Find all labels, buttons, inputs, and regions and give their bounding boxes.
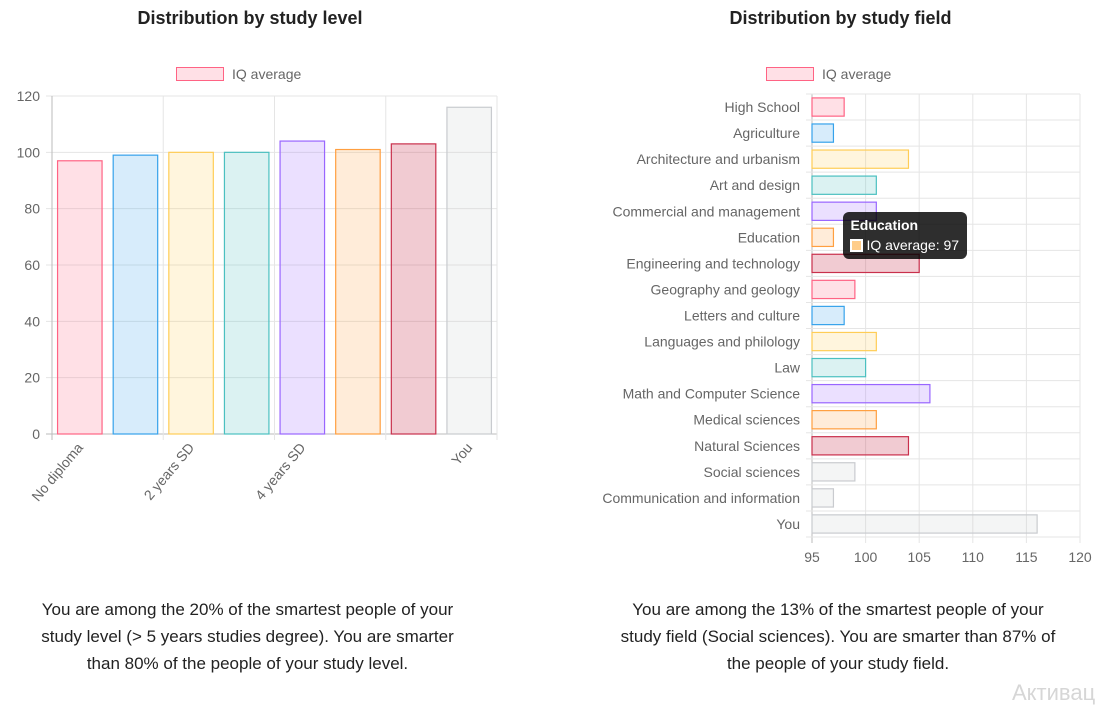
x-tick-label: 2 years SD — [141, 440, 198, 503]
bar — [279, 140, 326, 435]
study-level-chart[interactable]: 0 20 40 60 80 100 120 No diploma 2 years SD 4 yea… — [0, 0, 500, 560]
y-tick-label: Law — [774, 360, 801, 376]
y-tick-label: 120 — [17, 88, 41, 104]
bar — [112, 154, 159, 435]
y-tick-label: Math and Computer Science — [623, 386, 801, 402]
x-tick-label: No diploma — [28, 439, 86, 504]
x-tick-label: 110 — [962, 549, 985, 565]
y-tick-label: Agriculture — [733, 125, 800, 141]
bar — [811, 514, 1038, 534]
y-tick-label: Languages and philology — [644, 334, 800, 350]
bar — [811, 123, 835, 143]
bar — [811, 462, 856, 482]
x-tick-label: 105 — [908, 549, 932, 565]
x-tick-label: You — [448, 440, 475, 468]
y-tick-label: You — [776, 516, 800, 532]
y-tick-label: Medical sciences — [693, 412, 800, 428]
bar — [390, 143, 437, 435]
bar — [335, 148, 381, 435]
bar — [811, 305, 845, 326]
y-tick-label: 80 — [24, 201, 40, 217]
y-tick-label: Social sciences — [704, 464, 801, 480]
study-field-summary: You are among the 13% of the smartest pe… — [620, 600, 1056, 673]
study-field-chart[interactable]: 95 100 105 110 115 120 High School Agriculture A… — [580, 0, 1101, 580]
bar — [811, 436, 910, 456]
legend-label: IQ average — [232, 66, 302, 82]
y-tick-label: Architecture and urbanism — [637, 151, 800, 167]
y-tick-label: Art and design — [710, 177, 800, 193]
y-tick-label: 100 — [17, 144, 41, 160]
y-tick-label: High School — [725, 99, 801, 115]
study-level-legend[interactable]: IQ average — [176, 66, 301, 82]
legend-swatch — [766, 67, 814, 81]
bar — [168, 151, 214, 435]
study-field-legend[interactable]: IQ average — [766, 66, 891, 82]
watermark-text: Активац — [1012, 680, 1096, 705]
bar — [446, 106, 493, 435]
study-field-chart-title: Distribution by study field — [729, 8, 952, 28]
y-tick-label: Engineering and technology — [626, 255, 800, 271]
legend-swatch — [176, 67, 224, 81]
y-tick-label: Natural Sciences — [694, 438, 800, 454]
y-tick-label: 20 — [24, 370, 40, 386]
y-tick-label: Education — [738, 229, 800, 245]
study-level-chart-title: Distribution by study level — [137, 8, 363, 28]
tooltip-label: IQ average: 97 — [866, 237, 960, 254]
bar — [811, 149, 910, 169]
bar — [811, 175, 877, 195]
study-level-panel: Distribution by study level IQ average 0… — [0, 0, 500, 700]
y-tick-label: 60 — [24, 257, 40, 273]
bar — [811, 410, 877, 430]
tooltip-title: Education — [850, 217, 919, 234]
bar — [223, 151, 270, 435]
bar — [811, 279, 856, 300]
bar — [811, 357, 867, 378]
y-tick-label: Geography and geology — [651, 281, 800, 297]
y-tick-label: 40 — [24, 313, 40, 329]
x-tick-label: 115 — [1015, 549, 1038, 565]
bar — [811, 97, 845, 117]
study-level-summary: You are among the 20% of the smartest pe… — [41, 600, 454, 673]
x-tick-label: 120 — [1068, 549, 1092, 565]
legend-label: IQ average — [822, 66, 892, 82]
bar — [811, 227, 835, 248]
bar — [56, 160, 103, 435]
study-field-panel: Distribution by study field IQ average 9… — [580, 0, 1101, 700]
tooltip-color-swatch — [850, 238, 864, 252]
y-tick-label: Commercial and management — [612, 203, 800, 219]
y-tick-label: Letters and culture — [684, 308, 800, 324]
y-tick-label: Communication and information — [602, 490, 800, 506]
bar — [811, 488, 835, 508]
x-tick-label: 4 years SD — [252, 440, 309, 503]
x-tick-label: 100 — [854, 549, 878, 565]
chart-tooltip: Education IQ average: 97 — [843, 212, 968, 260]
y-tick-label: 0 — [32, 426, 40, 442]
x-tick-label: 95 — [804, 549, 820, 565]
bar — [811, 331, 877, 352]
bar — [811, 383, 931, 404]
